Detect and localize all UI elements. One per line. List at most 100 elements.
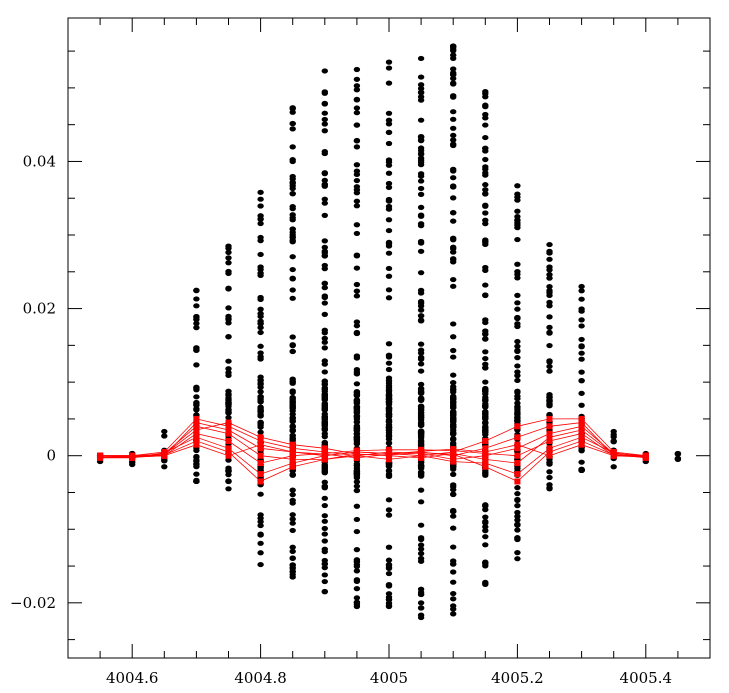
scatter-point — [417, 185, 425, 192]
scatter-point — [546, 394, 553, 400]
scatter-point — [450, 387, 457, 393]
scatter-point — [546, 363, 553, 370]
scatter-point — [514, 556, 521, 562]
scatter-point — [385, 217, 393, 223]
scatter-point — [321, 177, 328, 183]
scatter-point — [321, 572, 328, 578]
series-marker — [482, 456, 489, 463]
series-marker — [546, 452, 553, 459]
scatter-point — [450, 491, 457, 497]
scatter-point — [321, 244, 328, 250]
scatter-point — [257, 522, 264, 529]
scatter-point — [450, 218, 457, 224]
scatter-point — [257, 380, 264, 386]
scatter-point — [546, 461, 553, 467]
scatter-point — [289, 520, 296, 526]
scatter-point — [417, 270, 425, 276]
series-line — [100, 444, 646, 459]
series-marker — [450, 451, 457, 458]
series-marker — [193, 434, 200, 441]
scatter-point — [385, 206, 393, 212]
scatter-point — [450, 606, 457, 612]
series-marker — [578, 430, 585, 437]
scatter-point — [514, 183, 521, 189]
series-marker — [546, 415, 553, 422]
scatter-point — [225, 403, 232, 410]
scatter-point — [225, 260, 232, 266]
scatter-point — [482, 472, 489, 478]
scatter-point — [225, 255, 232, 261]
scatter-point — [321, 68, 328, 74]
scatter-point — [417, 586, 425, 592]
scatter-point — [257, 393, 264, 400]
scatter-point — [289, 555, 296, 562]
scatter-point — [385, 287, 393, 293]
series-marker — [257, 452, 264, 459]
scatter-point — [257, 350, 264, 356]
series-marker — [193, 419, 200, 426]
scatter-point — [514, 208, 521, 214]
scatter-point — [450, 184, 457, 190]
series-marker — [482, 460, 489, 467]
scatter-point — [482, 210, 489, 216]
scatter-point — [450, 80, 457, 86]
scatter-point — [257, 540, 264, 546]
scatter-point — [289, 191, 296, 197]
scatter-point — [450, 544, 457, 550]
scatter-point — [578, 378, 585, 384]
series-marker — [161, 452, 168, 459]
scatter-point — [385, 80, 393, 86]
scatter-point — [546, 359, 553, 365]
series-marker — [193, 437, 200, 444]
scatter-point — [417, 85, 425, 92]
scatter-point — [546, 324, 553, 330]
scatter-point — [385, 129, 393, 136]
scatter-point — [417, 240, 425, 246]
scatter-point — [289, 287, 296, 293]
scatter-point — [193, 407, 200, 413]
black-scatter-points — [96, 43, 682, 621]
series-marker — [289, 460, 296, 467]
scatter-point — [353, 87, 361, 93]
scatter-point — [417, 381, 425, 387]
scatter-point — [289, 109, 296, 115]
scatter-point — [417, 414, 425, 421]
scatter-point — [514, 517, 521, 523]
scatter-point — [450, 431, 457, 437]
scatter-point — [385, 273, 393, 279]
scatter-point — [193, 453, 200, 460]
scatter-point — [353, 440, 361, 447]
scatter-point — [321, 339, 328, 345]
scatter-point — [417, 74, 425, 80]
scatter-point — [289, 428, 296, 434]
scatter-point — [417, 591, 425, 597]
series-marker — [321, 451, 328, 458]
scatter-point — [385, 140, 393, 147]
scatter-point — [321, 426, 328, 432]
series-marker — [482, 449, 489, 456]
scatter-point — [385, 360, 393, 366]
scatter-point — [353, 371, 361, 377]
series-marker — [257, 445, 264, 452]
scatter-point — [514, 410, 521, 416]
scatter-point — [450, 43, 457, 49]
series-marker — [289, 452, 296, 459]
scatter-point — [450, 410, 457, 416]
scatter-point — [353, 430, 361, 437]
scatter-point — [482, 122, 489, 128]
scatter-point — [385, 180, 393, 187]
scatter-point — [482, 203, 489, 209]
scatter-point — [321, 238, 328, 244]
scatter-point — [450, 237, 457, 243]
scatter-point — [353, 105, 361, 111]
scatter-point — [482, 156, 489, 163]
series-marker — [546, 445, 553, 452]
scatter-point — [289, 120, 296, 127]
scatter-point — [321, 345, 328, 351]
scatter-point — [385, 121, 393, 127]
scatter-point — [610, 464, 617, 470]
scatter-point — [353, 586, 361, 592]
series-marker — [193, 441, 200, 448]
scatter-point — [289, 411, 296, 417]
